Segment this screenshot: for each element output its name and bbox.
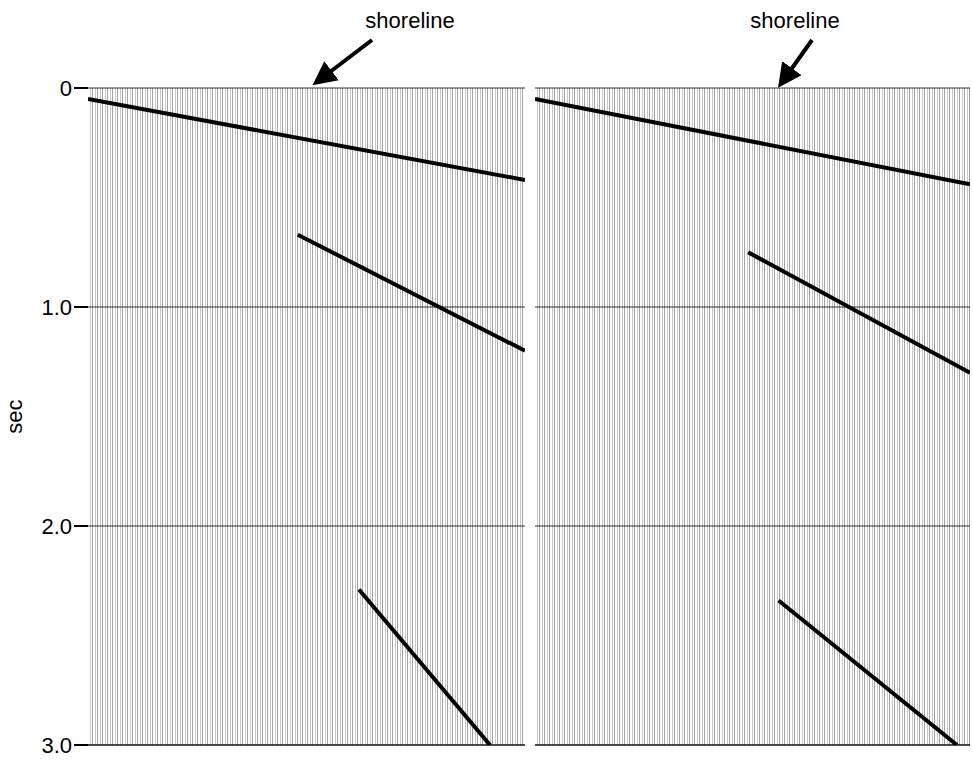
svg-text:3.0: 3.0 — [41, 733, 72, 758]
svg-text:shoreline: shoreline — [750, 8, 839, 33]
svg-text:1.0: 1.0 — [41, 295, 72, 320]
svg-text:shoreline: shoreline — [365, 8, 454, 33]
svg-text:2.0: 2.0 — [41, 514, 72, 539]
svg-text:0: 0 — [60, 76, 72, 101]
svg-text:sec: sec — [2, 399, 27, 433]
